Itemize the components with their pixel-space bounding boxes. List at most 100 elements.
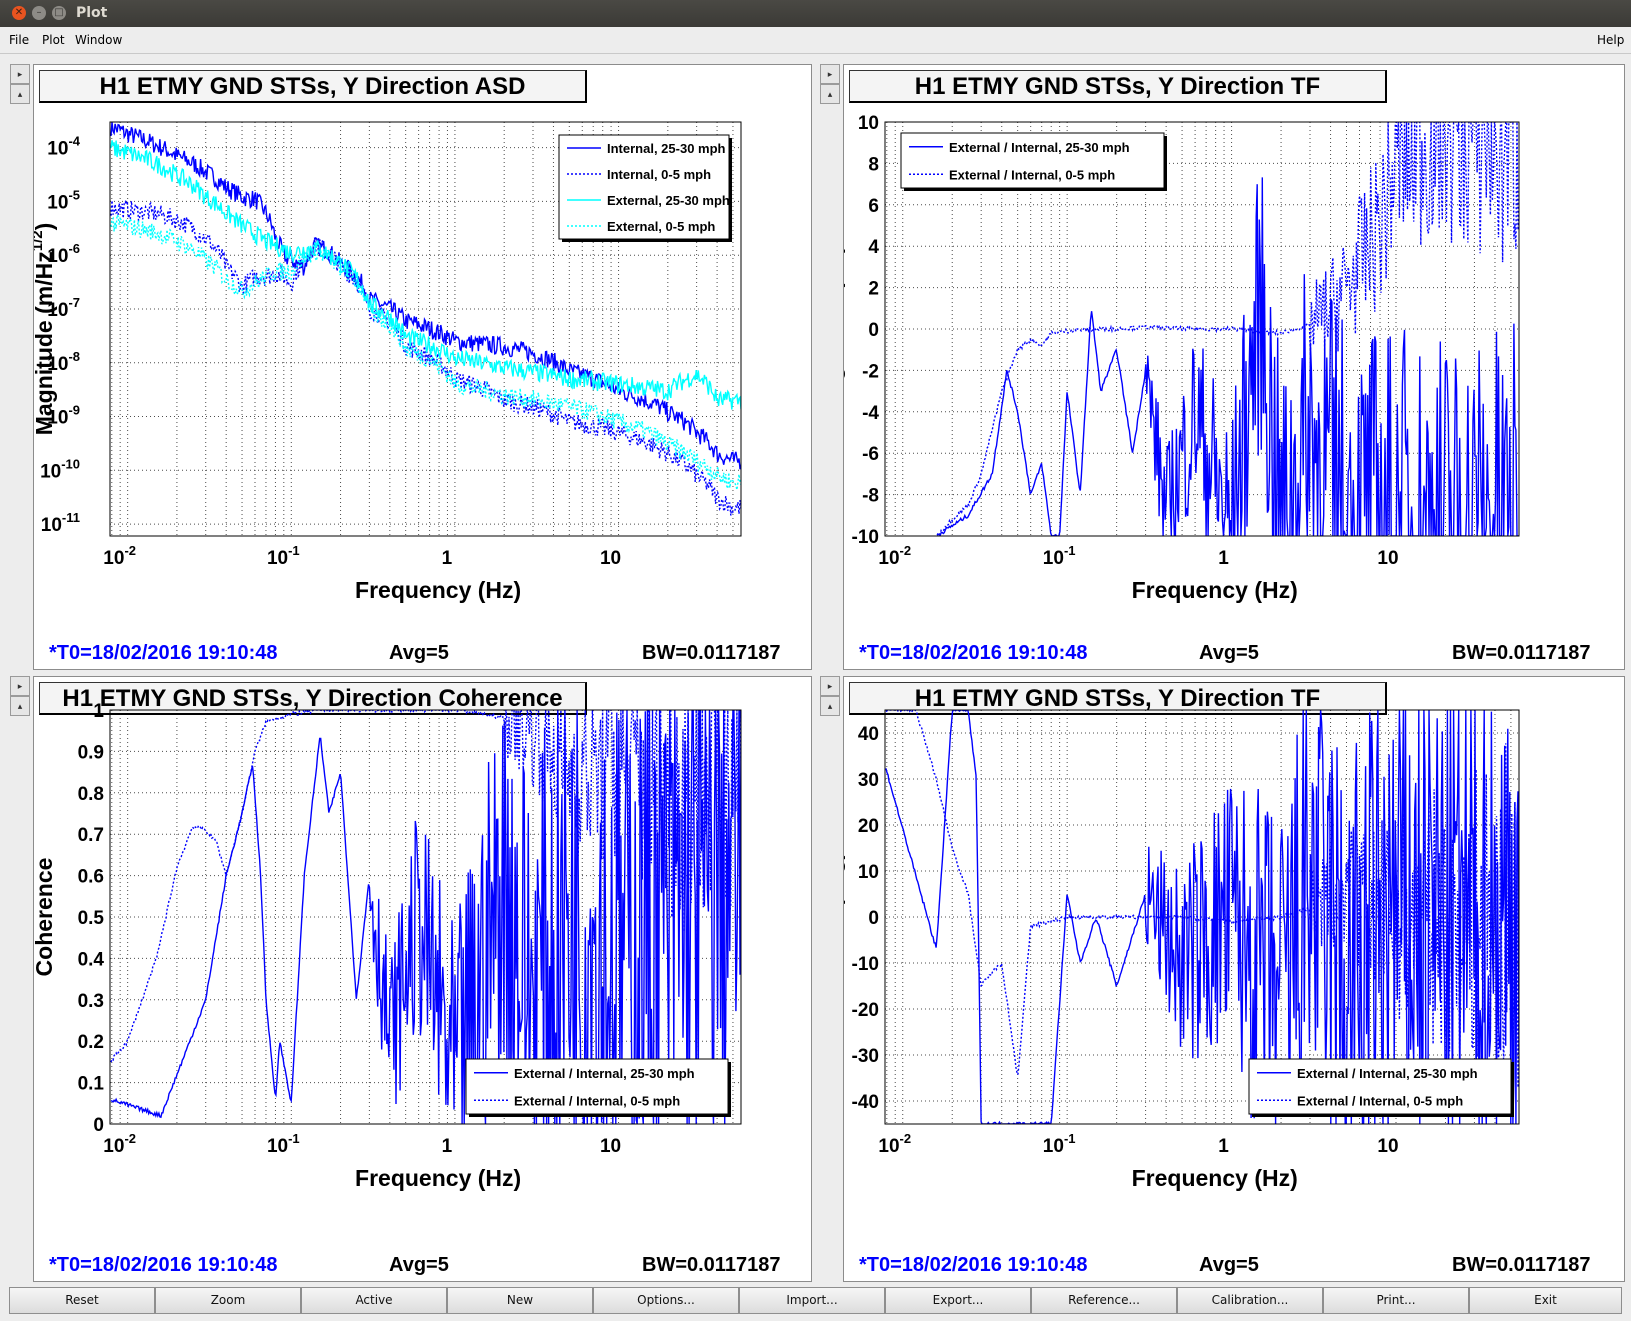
plot-pad-tf-phase[interactable]: H1 ETMY GND STSs, Y Direction TF 10-2 10-… xyxy=(843,676,1625,1282)
y-tick-label: 10 xyxy=(858,113,879,134)
status-avg: Avg=5 xyxy=(389,1254,449,1276)
y-tick-label: -8 xyxy=(862,486,879,507)
y-tick-label: 20 xyxy=(858,816,879,837)
y-tick-label: 4 xyxy=(868,237,879,258)
x-tick-exponent: -1 xyxy=(1064,1131,1076,1146)
y-axis-label: Phase (deg) xyxy=(844,852,845,982)
menu-bar: File Plot Window Help xyxy=(0,27,1631,54)
y-tick-exponent: -9 xyxy=(68,403,80,418)
x-tick-exponent: -1 xyxy=(288,1131,300,1146)
x-tick-label: 1 xyxy=(1218,1136,1229,1157)
y-axis-label: Magnitude (dB) xyxy=(844,245,845,412)
y-tick-label: -30 xyxy=(852,1046,879,1067)
series-line xyxy=(936,122,1519,536)
reset-button[interactable]: Reset xyxy=(9,1287,155,1314)
pane3-up-arrow-icon[interactable]: ▸ xyxy=(10,676,30,696)
minimize-icon[interactable]: – xyxy=(32,6,46,20)
asd-chart[interactable]: 10-2 10-1 1 1010-410-510-610-710-810-910-10… xyxy=(34,65,813,671)
y-axis-label: Magnitude (m/Hz1/2) xyxy=(34,223,57,436)
y-tick-label: 0.9 xyxy=(78,742,104,763)
print-button[interactable]: Print... xyxy=(1323,1287,1469,1314)
series-line xyxy=(110,200,741,516)
y-tick-label: 6 xyxy=(868,196,879,217)
x-tick-exponent: -2 xyxy=(124,543,136,558)
menu-window[interactable]: Window xyxy=(75,33,123,47)
menu-file[interactable]: File xyxy=(9,33,30,47)
menu-help[interactable]: Help xyxy=(1597,33,1625,47)
legend-entry: External / Internal, 0-5 mph xyxy=(949,167,1115,182)
pane2-up-arrow-icon[interactable]: ▸ xyxy=(820,64,840,84)
window-title: Plot xyxy=(76,5,108,21)
y-tick-label: 0.3 xyxy=(78,991,104,1012)
maximize-icon[interactable]: □ xyxy=(52,6,66,20)
exit-button[interactable]: Exit xyxy=(1469,1287,1622,1314)
y-tick-label: 10-11 xyxy=(41,510,80,536)
status-bw: BW=0.0117187 xyxy=(1452,1254,1591,1276)
calibration-button[interactable]: Calibration... xyxy=(1177,1287,1323,1314)
legend: Internal, 25-30 mph Internal, 0-5 mph Exte… xyxy=(558,134,732,242)
x-tick-exponent: -1 xyxy=(288,543,300,558)
x-tick-label: 10 xyxy=(600,1136,621,1157)
legend-box xyxy=(1248,1058,1512,1115)
y-tick-label: -6 xyxy=(862,444,879,465)
status-bw: BW=0.0117187 xyxy=(642,642,781,664)
y-tick-label: 0 xyxy=(868,320,879,341)
zoom-button[interactable]: Zoom xyxy=(155,1287,301,1314)
new-button[interactable]: New xyxy=(447,1287,593,1314)
legend-entry: External / Internal, 0-5 mph xyxy=(514,1093,680,1108)
import-button[interactable]: Import... xyxy=(739,1287,885,1314)
plot-title: H1 ETMY GND STSs, Y Direction ASD xyxy=(39,70,587,103)
status-avg: Avg=5 xyxy=(1199,1254,1259,1276)
y-tick-label: 0.7 xyxy=(78,825,104,846)
plot-pad-coherence[interactable]: H1 ETMY GND STSs, Y Direction Coherence … xyxy=(33,676,812,1282)
window-titlebar: ✕ – □ Plot xyxy=(0,0,1631,27)
y-tick-label: 2 xyxy=(868,279,879,300)
pane1-down-arrow-icon[interactable]: ▴ xyxy=(10,84,30,104)
close-icon[interactable]: ✕ xyxy=(12,6,26,20)
pane3-down-arrow-icon[interactable]: ▴ xyxy=(10,696,30,716)
x-tick-label: 10-1 xyxy=(267,543,300,569)
y-tick-label: 0.6 xyxy=(78,867,104,888)
pane2-down-arrow-icon[interactable]: ▴ xyxy=(820,84,840,104)
legend-box xyxy=(465,1058,729,1115)
legend-entry: Internal, 25-30 mph xyxy=(607,141,726,156)
x-tick-label: 1 xyxy=(442,548,453,569)
tf-phase-chart[interactable]: 10-2 10-1 1 10 40 30 20 10 0 -10 -20 -30 -40 Frequenc… xyxy=(844,677,1626,1283)
pane1-up-arrow-icon[interactable]: ▸ xyxy=(10,64,30,84)
export-button[interactable]: Export... xyxy=(885,1287,1031,1314)
status-avg: Avg=5 xyxy=(389,642,449,664)
options-button[interactable]: Options... xyxy=(593,1287,739,1314)
plot-pad-asd[interactable]: H1 ETMY GND STSs, Y Direction ASD 10-2 10… xyxy=(33,64,812,670)
coherence-chart[interactable]: 10-2 10-1 1 10 1 0.9 0.8 0.7 0.6 0.5 0.4 0.3 0.2 0.1 0… xyxy=(34,677,813,1283)
x-tick-label: 10-1 xyxy=(1043,543,1076,569)
x-tick-label: 10 xyxy=(1377,1136,1398,1157)
pane4-down-arrow-icon[interactable]: ▴ xyxy=(820,696,840,716)
series-line xyxy=(885,710,1519,1088)
x-tick-label: 1 xyxy=(1218,548,1229,569)
active-button[interactable]: Active xyxy=(301,1287,447,1314)
x-axis-label: Frequency (Hz) xyxy=(355,577,521,603)
status-bw: BW=0.0117187 xyxy=(1452,642,1591,664)
series-group xyxy=(110,122,741,516)
y-tick-label: 10-4 xyxy=(47,134,80,160)
y-axis-label-exponent: 1/2 xyxy=(34,230,46,251)
y-tick-exponent: -11 xyxy=(62,510,80,525)
plot-title: H1 ETMY GND STSs, Y Direction TF xyxy=(849,70,1387,103)
x-tick-label: 1 xyxy=(442,1136,453,1157)
plot-frame xyxy=(884,709,1520,1125)
legend: External / Internal, 25-30 mph External /… xyxy=(465,1058,731,1117)
legend: External / Internal, 25-30 mph External /… xyxy=(900,132,1167,191)
y-tick-label: 10-10 xyxy=(40,456,80,482)
y-tick-label: -20 xyxy=(852,1000,879,1021)
reference-button[interactable]: Reference... xyxy=(1031,1287,1177,1314)
y-tick-label: -4 xyxy=(862,403,879,424)
pane4-up-arrow-icon[interactable]: ▸ xyxy=(820,676,840,696)
plot-frame xyxy=(884,121,1520,537)
plot-pad-tf-magnitude[interactable]: H1 ETMY GND STSs, Y Direction TF 10-2 10-… xyxy=(843,64,1625,670)
series-line xyxy=(937,177,1519,536)
x-tick-exponent: -2 xyxy=(124,1131,136,1146)
y-tick-label: -10 xyxy=(852,954,879,975)
menu-plot[interactable]: Plot xyxy=(42,33,65,47)
y-tick-label: 0.2 xyxy=(78,1032,104,1053)
tf-magnitude-chart[interactable]: 10-2 10-1 1 10 10 8 6 4 2 0 -2 -4 -6 -8 -10 Frequency (… xyxy=(844,65,1626,671)
